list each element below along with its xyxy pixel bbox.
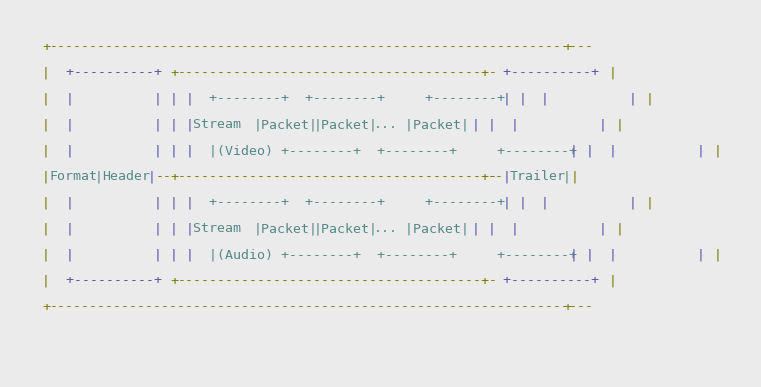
Text: |          |: | | [593, 248, 721, 262]
Text: |: | [571, 171, 578, 183]
Text: | |: | | [473, 223, 496, 236]
Text: |Packet|: |Packet| [396, 223, 477, 236]
Text: |Packet|: |Packet| [314, 223, 377, 236]
Text: |: | [42, 248, 50, 262]
Text: |          |: | | [49, 92, 177, 106]
Text: ----------------------------------------: ---------------------------------------- [178, 274, 498, 288]
Text: +: + [563, 41, 571, 53]
Text: | |: | | [170, 223, 194, 236]
Text: | |: | | [473, 118, 496, 132]
Text: |(Video) +--------+  +--------+     +--------+: |(Video) +--------+ +--------+ +--------… [193, 144, 593, 158]
Text: |: | [646, 92, 654, 106]
Text: ...: ... [374, 118, 398, 132]
Text: Stream: Stream [193, 223, 257, 236]
Text: | |: | | [502, 92, 527, 106]
Text: |          |: | | [49, 118, 177, 132]
Text: |          |: | | [49, 248, 177, 262]
Text: Stream: Stream [193, 118, 257, 132]
Text: +: + [42, 41, 50, 53]
Text: |: | [616, 223, 624, 236]
Text: +: + [480, 67, 488, 79]
Text: |: | [563, 171, 571, 183]
Text: +----------+: +----------+ [488, 67, 616, 79]
Text: |: | [608, 274, 616, 288]
Text: +: + [170, 171, 178, 183]
Text: +: + [42, 300, 50, 313]
Text: Format: Format [49, 171, 97, 183]
Text: |          |: | | [49, 223, 177, 236]
Text: |          |: | | [525, 197, 653, 209]
Text: | |: | | [170, 197, 194, 209]
Text: |          |: | | [495, 118, 623, 132]
Text: ----------------------------------------: ---------------------------------------- [178, 171, 498, 183]
Text: | |: | | [571, 144, 594, 158]
Text: --: -- [488, 171, 504, 183]
Text: |          |: | | [49, 144, 177, 158]
Text: |: | [714, 248, 722, 262]
Text: |: | [42, 67, 50, 79]
Text: | |: | | [170, 92, 194, 106]
Text: |: | [42, 144, 50, 158]
Text: +: + [480, 171, 488, 183]
Text: |: | [42, 197, 50, 209]
Text: |: | [608, 67, 616, 79]
Text: |: | [42, 118, 50, 132]
Text: |Packet|: |Packet| [253, 223, 317, 236]
Text: |: | [616, 118, 624, 132]
Text: +: + [170, 67, 178, 79]
Text: | |: | | [571, 248, 594, 262]
Text: |Packet|: |Packet| [396, 118, 477, 132]
Text: |          |: | | [495, 223, 623, 236]
Text: --------------------------------------------------------------------: ----------------------------------------… [49, 41, 594, 53]
Text: | |: | | [502, 197, 527, 209]
Text: |: | [646, 197, 654, 209]
Text: |: | [148, 171, 156, 183]
Text: --: -- [155, 171, 171, 183]
Text: |: | [502, 171, 511, 183]
Text: |Packet|: |Packet| [253, 118, 317, 132]
Text: | |: | | [170, 248, 194, 262]
Text: |          |: | | [525, 92, 653, 106]
Text: |: | [42, 223, 50, 236]
Text: +--------+  +--------+     +--------+: +--------+ +--------+ +--------+ [193, 197, 521, 209]
Text: |: | [95, 171, 103, 183]
Text: +: + [480, 274, 488, 288]
Text: | |: | | [170, 118, 194, 132]
Text: +----------+: +----------+ [49, 67, 177, 79]
Text: |          |: | | [593, 144, 721, 158]
Text: |Packet|: |Packet| [314, 118, 377, 132]
Text: Header: Header [103, 171, 151, 183]
Text: | |: | | [170, 144, 194, 158]
Text: |          |: | | [49, 197, 177, 209]
Text: |(Audio) +--------+  +--------+     +--------+: |(Audio) +--------+ +--------+ +--------… [193, 248, 593, 262]
Text: +----------+: +----------+ [49, 274, 177, 288]
Text: +--------+  +--------+     +--------+: +--------+ +--------+ +--------+ [193, 92, 521, 106]
Text: ...: ... [374, 223, 398, 236]
Text: +----------+: +----------+ [488, 274, 616, 288]
Text: |: | [714, 144, 722, 158]
Text: |: | [42, 92, 50, 106]
Text: |: | [42, 274, 50, 288]
Text: --------------------------------------------------------------------: ----------------------------------------… [49, 300, 594, 313]
Text: Trailer: Trailer [510, 171, 566, 183]
Text: ----------------------------------------: ---------------------------------------- [178, 67, 498, 79]
Text: +: + [170, 274, 178, 288]
Text: |: | [42, 171, 50, 183]
Text: +: + [563, 300, 571, 313]
